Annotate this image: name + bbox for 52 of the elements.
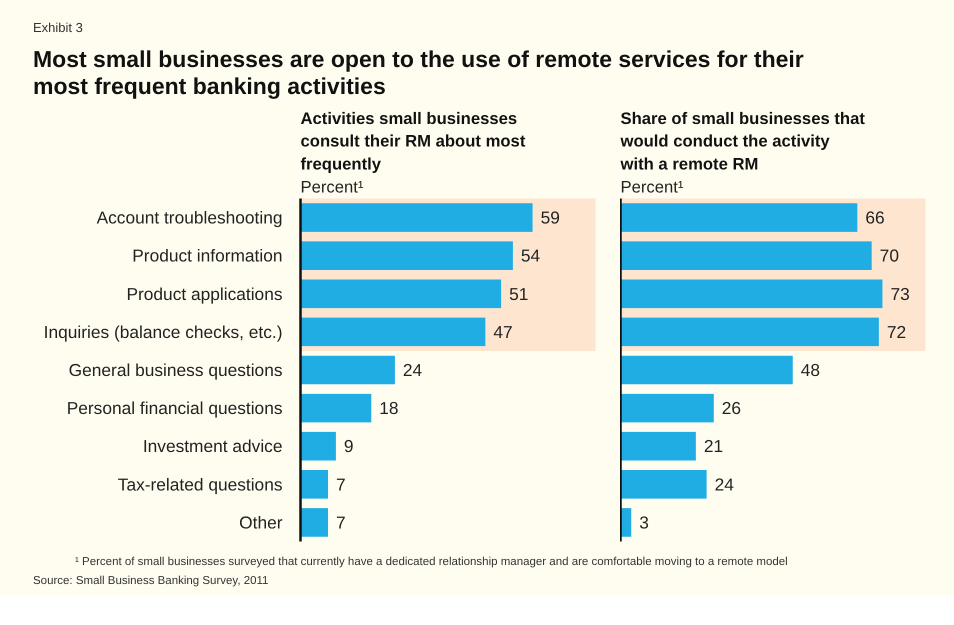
data-label: 54 [520, 245, 541, 266]
y-tick-label: Product applications [126, 284, 283, 304]
y-tick-label: Personal financial questions [66, 398, 283, 418]
data-label: 72 [886, 322, 906, 342]
data-label: 18 [379, 398, 399, 418]
bar [300, 432, 336, 460]
data-label: 70 [880, 245, 899, 266]
y-tick-label: Other [239, 512, 283, 532]
bar [300, 317, 486, 346]
data-label: 7 [336, 474, 346, 494]
data-label: 59 [540, 207, 560, 228]
bar [300, 508, 328, 536]
text: Most small businesses are open to the use of remote services for their most frequent banking activities [33, 46, 805, 101]
bar [300, 279, 502, 308]
y-tick-label: Tax-related questions [118, 474, 283, 494]
chart-title: Share of small businesses that would conduct the activity with a remote RM [620, 108, 866, 174]
data-label: 9 [344, 436, 354, 456]
data-label: 24 [714, 474, 734, 494]
bar [620, 355, 793, 384]
data-label: 24 [402, 360, 423, 380]
bar [300, 203, 533, 232]
bar [300, 394, 372, 422]
y-tick-label: Investment advice [142, 436, 283, 456]
bar [620, 470, 707, 498]
text: Exhibit 3 [33, 19, 84, 37]
y-tick-label: Account troubleshooting [96, 207, 283, 228]
bar [300, 470, 328, 498]
chart-title: Activities small businesses consult their RM about most frequently [300, 108, 526, 174]
bar [300, 355, 395, 384]
data-label: 47 [493, 322, 513, 342]
data-label: 66 [865, 207, 885, 228]
y-tick-label: Inquiries (balance checks, etc.) [44, 322, 283, 342]
data-label: 3 [639, 512, 649, 532]
bar [620, 432, 696, 460]
bar [620, 394, 714, 422]
data-label: 26 [722, 398, 742, 418]
bar [620, 203, 858, 232]
data-label: 48 [800, 360, 820, 380]
bar [300, 241, 513, 270]
bar [620, 279, 882, 308]
data-label: 73 [890, 284, 910, 304]
y-tick-label: General business questions [68, 360, 283, 380]
text: ¹ Percent of small businesses surveyed that currently have a dedicated relationship manager and are comfortable moving to a remote model [74, 554, 788, 570]
chart-subtitle: Percent¹ [300, 177, 364, 196]
y-tick-label: Product information [132, 245, 283, 266]
source-note: Source: Small Business Banking Survey, 2011 [33, 574, 270, 590]
data-label: 51 [509, 284, 528, 304]
chart-subtitle: Percent¹ [620, 177, 684, 196]
data-label: 7 [336, 512, 346, 532]
bar [620, 241, 872, 270]
bar [620, 317, 879, 346]
data-label: 21 [704, 436, 724, 456]
